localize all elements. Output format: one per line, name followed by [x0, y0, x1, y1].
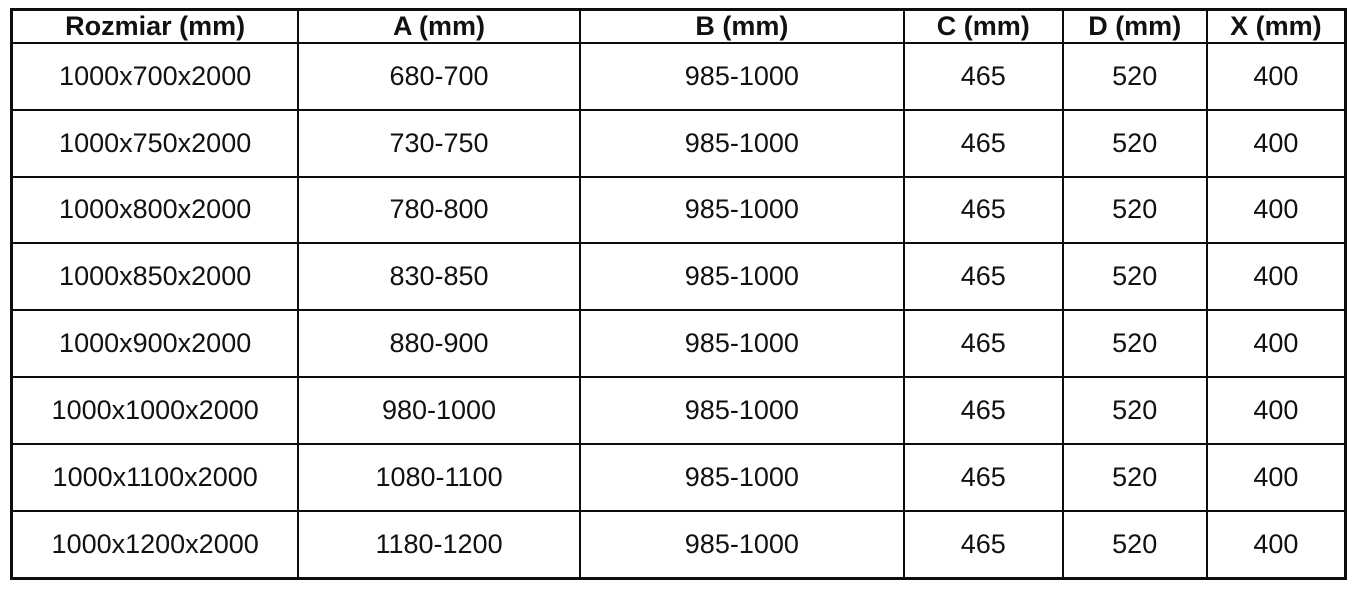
- table-cell-b: 985-1000: [578, 309, 905, 378]
- table-row: 1000x1000x2000 980-1000 985-1000 465 520 400: [10, 375, 1347, 445]
- table-cell-rozmiar: 1000x900x2000: [10, 309, 300, 378]
- table-cell-x: 400: [1205, 108, 1347, 178]
- table-cell-b: 985-1000: [578, 509, 905, 580]
- table-row: 1000x850x2000 830-850 985-1000 465 520 400: [10, 242, 1347, 312]
- table-cell-rozmiar: 1000x800x2000: [10, 175, 300, 245]
- header-cell-d: D (mm): [1061, 8, 1208, 44]
- table-cell-x: 400: [1205, 175, 1347, 245]
- table-cell-x: 400: [1205, 242, 1347, 312]
- table-cell-d: 520: [1061, 309, 1208, 378]
- table-cell-a: 1080-1100: [297, 442, 581, 512]
- table-cell-b: 985-1000: [578, 375, 905, 445]
- table-row: 1000x900x2000 880-900 985-1000 465 520 400: [10, 309, 1347, 378]
- table-cell-c: 465: [902, 375, 1064, 445]
- table-cell-x: 400: [1205, 442, 1347, 512]
- table-cell-d: 520: [1061, 442, 1208, 512]
- header-cell-b: B (mm): [578, 8, 905, 44]
- table-cell-x: 400: [1205, 375, 1347, 445]
- table-cell-rozmiar: 1000x1000x2000: [10, 375, 300, 445]
- table-cell-b: 985-1000: [578, 108, 905, 178]
- table-cell-b: 985-1000: [578, 442, 905, 512]
- table-cell-d: 520: [1061, 42, 1208, 111]
- table-cell-rozmiar: 1000x1200x2000: [10, 509, 300, 580]
- table-cell-rozmiar: 1000x850x2000: [10, 242, 300, 312]
- table-body: 1000x700x2000 680-700 985-1000 465 520 400 100…: [10, 42, 1347, 580]
- table-row: 1000x800x2000 780-800 985-1000 465 520 400: [10, 175, 1347, 245]
- table-cell-rozmiar: 1000x750x2000: [10, 108, 300, 178]
- header-cell-c: C (mm): [902, 8, 1064, 44]
- table-cell-c: 465: [902, 309, 1064, 378]
- size-table-container: Rozmiar (mm) A (mm) B (mm) C (mm) D (mm) X (m…: [10, 8, 1347, 580]
- table-cell-b: 985-1000: [578, 175, 905, 245]
- header-row: Rozmiar (mm) A (mm) B (mm) C (mm) D (mm) X (m…: [10, 8, 1347, 44]
- table-cell-a: 830-850: [297, 242, 581, 312]
- table-cell-d: 520: [1061, 509, 1208, 580]
- shower-size-spec-table: Rozmiar (mm) A (mm) B (mm) C (mm) D (mm) X (m…: [10, 8, 1347, 580]
- table-cell-d: 520: [1061, 175, 1208, 245]
- table-cell-a: 1180-1200: [297, 509, 581, 580]
- table-cell-d: 520: [1061, 375, 1208, 445]
- table-cell-x: 400: [1205, 309, 1347, 378]
- table-cell-c: 465: [902, 242, 1064, 312]
- table-cell-x: 400: [1205, 42, 1347, 111]
- table-cell-a: 730-750: [297, 108, 581, 178]
- table-cell-a: 980-1000: [297, 375, 581, 445]
- table-cell-b: 985-1000: [578, 242, 905, 312]
- table-cell-c: 465: [902, 442, 1064, 512]
- table-cell-c: 465: [902, 42, 1064, 111]
- table-cell-d: 520: [1061, 242, 1208, 312]
- table-cell-a: 780-800: [297, 175, 581, 245]
- table-cell-b: 985-1000: [578, 42, 905, 111]
- header-cell-rozmiar: Rozmiar (mm): [10, 8, 300, 44]
- table-cell-a: 680-700: [297, 42, 581, 111]
- table-cell-x: 400: [1205, 509, 1347, 580]
- table-row: 1000x1200x2000 1180-1200 985-1000 465 520 400: [10, 509, 1347, 580]
- table-row: 1000x750x2000 730-750 985-1000 465 520 400: [10, 108, 1347, 178]
- table-row: 1000x700x2000 680-700 985-1000 465 520 400: [10, 42, 1347, 111]
- header-cell-a: A (mm): [297, 8, 581, 44]
- header-cell-x: X (mm): [1205, 8, 1347, 44]
- table-cell-c: 465: [902, 175, 1064, 245]
- table-cell-a: 880-900: [297, 309, 581, 378]
- table-cell-c: 465: [902, 108, 1064, 178]
- table-cell-rozmiar: 1000x700x2000: [10, 42, 300, 111]
- table-header: Rozmiar (mm) A (mm) B (mm) C (mm) D (mm) X (m…: [10, 8, 1347, 44]
- table-row: 1000x1100x2000 1080-1100 985-1000 465 520 400: [10, 442, 1347, 512]
- table-cell-rozmiar: 1000x1100x2000: [10, 442, 300, 512]
- table-cell-d: 520: [1061, 108, 1208, 178]
- table-cell-c: 465: [902, 509, 1064, 580]
